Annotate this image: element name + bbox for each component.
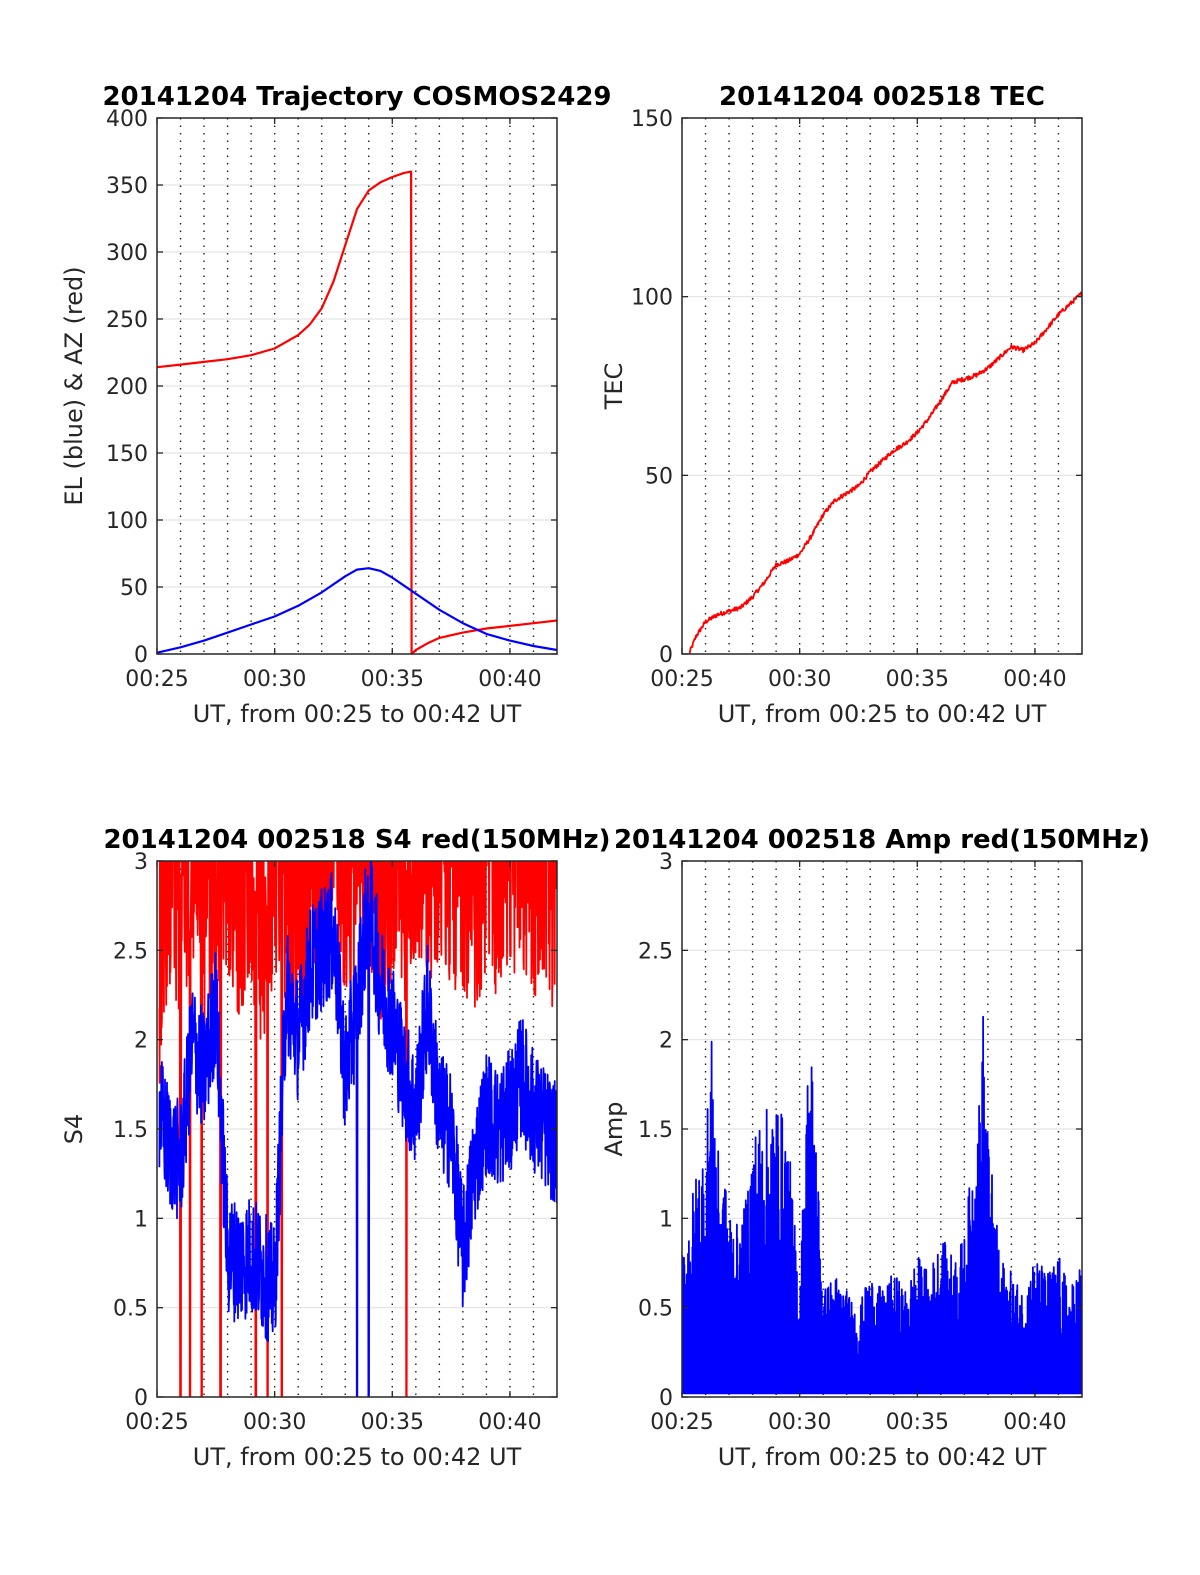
x-tick-label: 00:40 [478,1410,541,1435]
x-axis-label: UT, from 00:25 to 00:42 UT [718,700,1047,728]
series-line-1 [157,170,557,654]
y-tick-label: 2.5 [113,939,148,964]
x-tick-label: 00:25 [125,667,188,692]
y-tick-label: 2 [659,1029,673,1054]
y-tick-label: 150 [631,107,673,132]
chart-panel-1: 0 50 100 150 200 250 300 350 400 00:25 00:30 00:35 0… [60,82,612,728]
y-tick-label: 0.5 [638,1297,673,1322]
y-tick-label: 0 [659,643,673,668]
y-tick-label: 1 [659,1207,673,1232]
y-tick-label: 0.5 [113,1297,148,1322]
series-group [157,170,557,654]
x-tick-label: 00:30 [243,1410,306,1435]
x-tick-label: 00:25 [125,1410,188,1435]
y-tick-label: 2.5 [638,939,673,964]
y-tick-label: 100 [631,286,673,311]
x-tick-label: 00:35 [361,667,424,692]
y-tick-label: 1.5 [638,1118,673,1143]
x-tick-label: 00:40 [1003,1410,1066,1435]
x-tick-label: 00:25 [650,1410,713,1435]
x-tick-label: 00:40 [1003,667,1066,692]
plot-area [682,118,1082,654]
x-tick-label: 00:25 [650,667,713,692]
chart-title: 20141204 002518 Amp red(150MHz) [614,825,1150,855]
x-tick-label: 00:40 [478,667,541,692]
y-tick-label: 350 [106,174,148,199]
x-axis-label: UT, from 00:25 to 00:42 UT [193,1443,522,1471]
series-group [158,861,557,1397]
x-tick-label: 00:30 [243,667,306,692]
y-tick-label: 1.5 [113,1118,148,1143]
y-tick-label: 3 [659,850,673,875]
axes-box [681,117,1083,655]
series-line-2 [157,567,557,654]
y-tick-label: 0 [134,643,148,668]
y-tick-label: 100 [106,509,148,534]
chart-panel-4: 0 0.5 1 1.5 2 2.5 3 00:25 00:30 00:35 00:40 2014120… [600,825,1150,1471]
series-line-2 [158,861,557,1397]
chart-panel-3: 0 0.5 1 1.5 2 2.5 3 00:25 00:30 00:35 00:40 2014120… [60,825,611,1471]
series-group [688,291,1082,654]
y-tick-label: 2 [134,1029,148,1054]
x-tick-label: 00:30 [768,1410,831,1435]
x-axis-label: UT, from 00:25 to 00:42 UT [193,700,522,728]
chart-title: 20141204 Trajectory COSMOS2429 [102,82,611,112]
y-tick-label: 250 [106,308,148,333]
chart-panel-2: 0 50 100 150 00:25 00:30 00:35 00:40 20141204 00… [600,82,1083,728]
x-tick-label: 00:35 [886,667,949,692]
y-tick-label: 200 [106,375,148,400]
series-line-1 [688,291,1082,654]
chart-title: 20141204 002518 TEC [719,82,1045,112]
y-tick-label: 0 [659,1386,673,1411]
y-tick-label: 300 [106,241,148,266]
y-axis-label: EL (blue) & AZ (red) [60,266,88,505]
y-axis-label: TEC [600,363,628,411]
y-tick-label: 400 [106,107,148,132]
y-tick-label: 3 [134,850,148,875]
y-axis-label: Amp [600,1101,628,1156]
chart-title: 20141204 002518 S4 red(150MHz) [103,825,610,855]
series-group [682,1015,1082,1395]
y-tick-label: 50 [120,576,148,601]
y-axis-label: S4 [60,1114,88,1145]
y-tick-label: 1 [134,1207,148,1232]
series-line-1 [682,1015,1082,1395]
x-tick-label: 00:30 [768,667,831,692]
y-tick-label: 0 [134,1386,148,1411]
y-tick-label: 150 [106,442,148,467]
y-tick-label: 50 [645,464,673,489]
x-axis-label: UT, from 00:25 to 00:42 UT [718,1443,1047,1471]
x-tick-label: 00:35 [361,1410,424,1435]
x-tick-label: 00:35 [886,1410,949,1435]
